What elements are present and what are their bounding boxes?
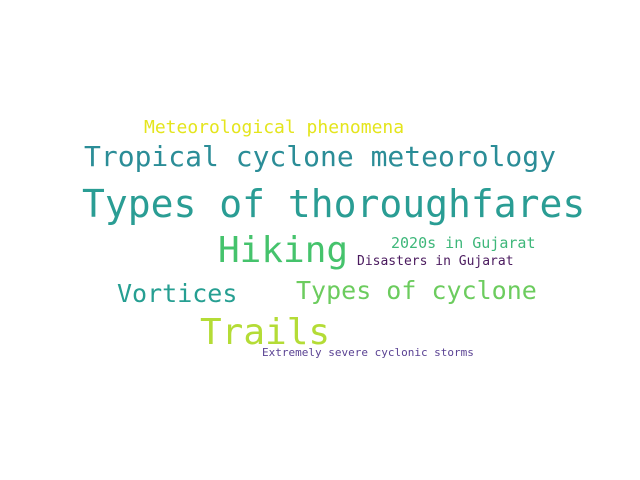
word-disasters-in-gujarat: Disasters in Gujarat — [357, 254, 514, 269]
word-extremely-severe-cyclonic-storms: Extremely severe cyclonic storms — [262, 346, 474, 359]
word-types-of-cyclone: Types of cyclone — [296, 276, 537, 305]
word-trails: Trails — [200, 312, 331, 353]
word-tropical-cyclone-meteorology: Tropical cyclone meteorology — [84, 140, 557, 173]
word-hiking: Hiking — [218, 230, 349, 271]
word-vortices: Vortices — [117, 279, 238, 308]
word-meteorological-phenomena: Meteorological phenomena — [144, 117, 405, 138]
word-2020s-in-gujarat: 2020s in Gujarat — [391, 234, 536, 252]
word-types-of-thoroughfares: Types of thoroughfares — [82, 182, 586, 226]
